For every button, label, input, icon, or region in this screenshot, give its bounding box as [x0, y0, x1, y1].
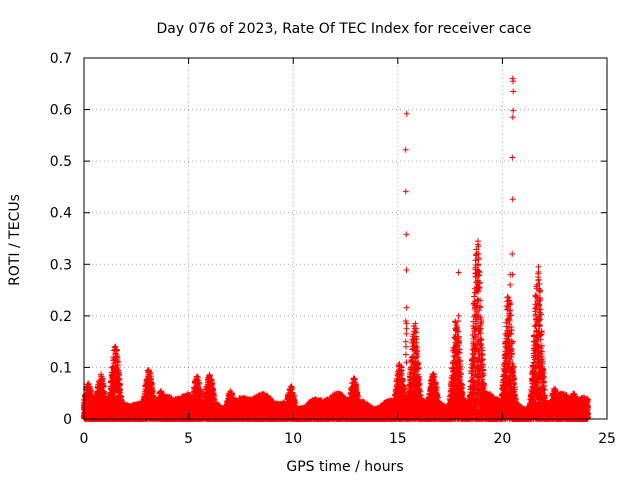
x-axis-label: GPS time / hours: [286, 459, 403, 475]
roti-point-markers: [81, 75, 592, 422]
grid-lines: [84, 58, 607, 419]
y-tick-label: 0.3: [50, 257, 72, 273]
data-points: [81, 75, 592, 422]
y-tick-label: 0.4: [50, 206, 72, 222]
y-tick-label: 0.2: [50, 309, 72, 325]
x-tick-label: 10: [284, 431, 302, 447]
y-axis-label: ROTI / TECUs: [7, 194, 23, 286]
y-tick-label: 0.1: [50, 360, 72, 376]
x-tick-label: 15: [389, 431, 407, 447]
y-tick-label: 0.6: [50, 103, 72, 119]
x-tick-label: 20: [493, 431, 511, 447]
x-tick-label: 5: [184, 431, 193, 447]
plot-frame: [83, 57, 608, 420]
y-tick-label: 0: [63, 412, 72, 428]
x-tick-label: 25: [598, 431, 616, 447]
axis-ticks: 0 5 10 15 20 25 0 0.1 0.2 0.3 0.4 0.5 0.6 0.7: [50, 51, 616, 447]
y-tick-label: 0.7: [50, 51, 72, 67]
y-tick-label: 0.5: [50, 154, 72, 170]
chart-title: Day 076 of 2023, Rate Of TEC Index for r…: [157, 21, 532, 37]
x-tick-label: 0: [80, 431, 89, 447]
